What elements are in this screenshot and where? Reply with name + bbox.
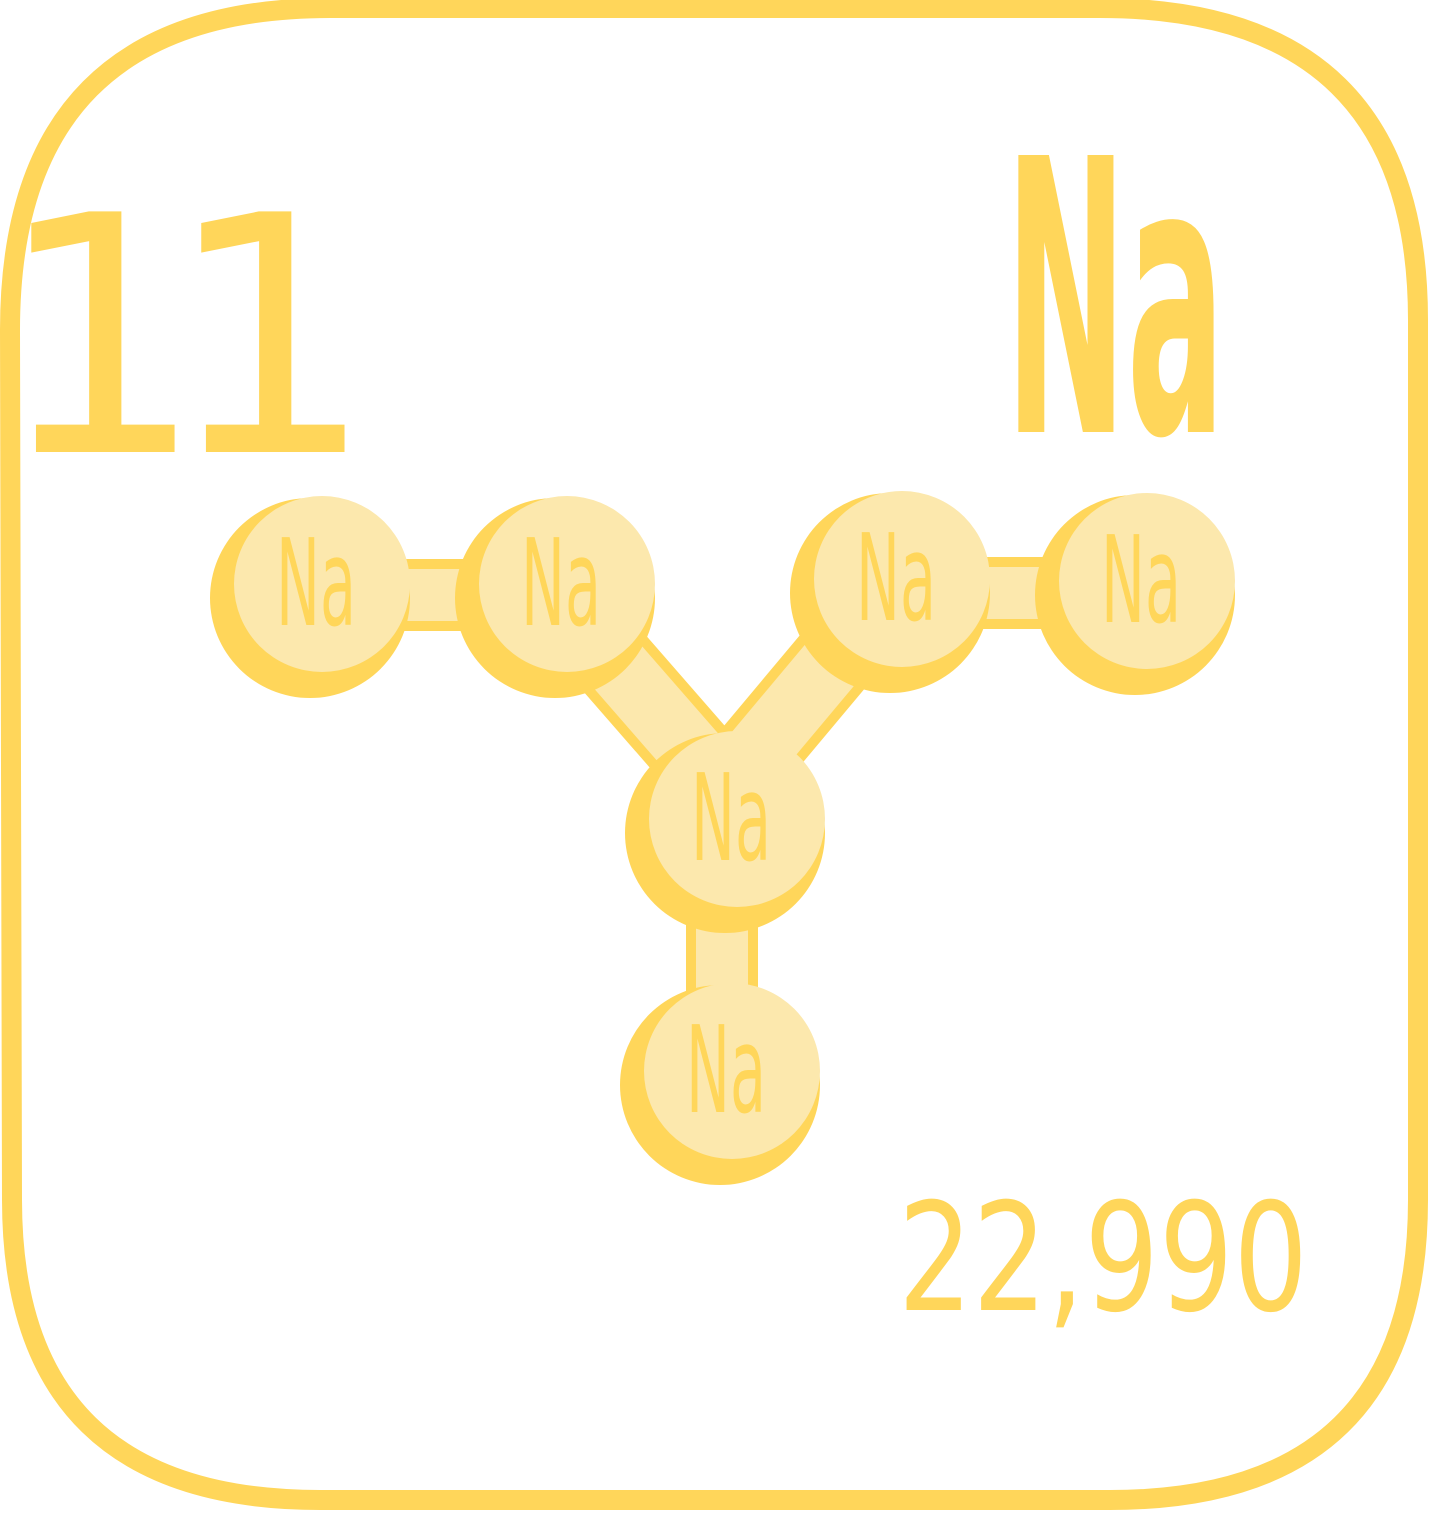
atom-label: Na [521,515,601,654]
atom-label: Na [686,1002,766,1141]
atom-bottom: Na [620,983,820,1185]
atom-center: Na [625,731,825,933]
atom-left-inner: Na [455,496,655,698]
atom-left-outer: Na [210,496,410,698]
atom-right-outer: Na [1035,493,1235,695]
atom-label: Na [856,510,936,649]
atomic-number: 11 [0,146,345,530]
element-symbol: Na [1005,79,1225,522]
atomic-mass: 22,990 [898,1172,1308,1346]
atom-label: Na [276,515,356,654]
atom-label: Na [691,750,771,889]
molecule-atoms: Na Na Na Na Na [210,491,1235,1185]
atom-label: Na [1101,512,1181,651]
atom-right-inner: Na [790,491,990,693]
